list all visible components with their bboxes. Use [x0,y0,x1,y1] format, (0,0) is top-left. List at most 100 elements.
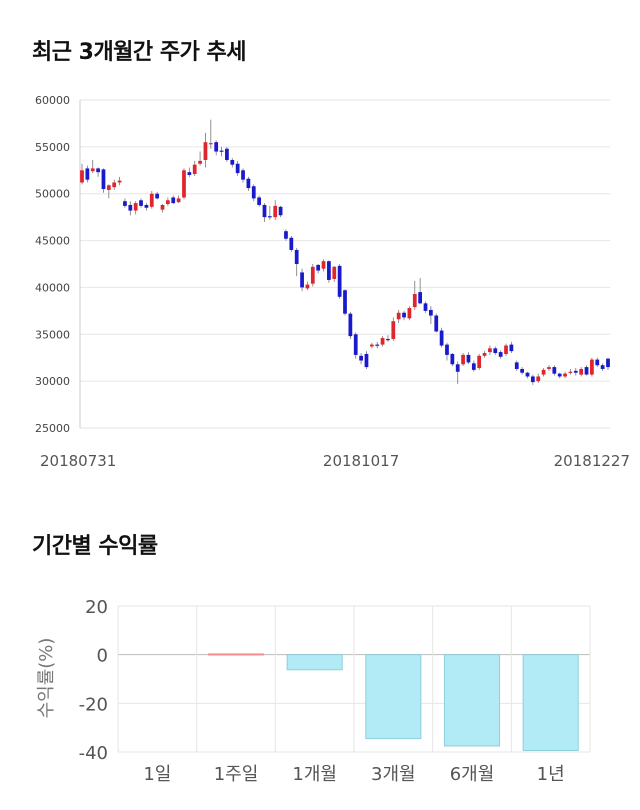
candle-body [525,372,530,377]
candlestick-y-axis: 60000 55000 50000 45000 40000 35000 30000 25000 [35,94,70,435]
candle-body [552,367,557,374]
candle-body [396,312,401,320]
candle-body [504,345,508,354]
candle-body [214,142,219,152]
candle-body [123,201,127,206]
candle-y-tick: 30000 [35,375,70,388]
candle-body [600,365,605,369]
candle-body [482,353,487,356]
candle-body [171,197,176,204]
candle-body [514,362,519,369]
returns-x-tick: 6개월 [450,764,495,785]
candle-body [369,344,374,347]
candle-body [579,368,584,375]
candle-body [160,204,165,210]
candle-body [144,204,149,208]
candle-body [235,163,240,174]
candle-body [128,204,133,211]
candle-body [198,160,202,164]
returns-x-tick: 1주일 [214,764,259,785]
candlestick-grid [79,99,610,429]
candle-y-tick: 60000 [35,94,70,107]
candle-body [380,338,385,345]
candle-body [573,370,578,373]
candle-body [300,272,304,288]
returns-y-tick: 20 [85,597,108,618]
candlestick-x-axis: 20180731 20181017 20181227 [40,452,630,470]
candle-body [536,376,541,382]
candle-body [289,237,294,250]
candle-body [273,205,278,218]
candle-body [590,359,594,375]
candlestick-chart: 60000 55000 50000 45000 40000 35000 30000 25000… [35,94,630,470]
candle-body [418,292,423,304]
candle-body [106,185,111,190]
returns-bar [207,653,265,656]
candle-body [182,170,186,198]
candle-body [455,364,460,372]
returns-bar [522,654,579,752]
candle-body [262,204,267,218]
returns-bar [443,654,501,747]
candle-y-tick: 50000 [35,188,70,201]
returns-y-tick: -40 [79,743,108,764]
candle-body [90,168,95,172]
returns-x-axis: 1일 1주일 1개월 3개월 6개월 1년 [143,764,564,785]
candle-y-tick: 45000 [35,235,70,248]
candle-body [343,290,347,314]
candle-body [563,373,567,377]
candle-body [450,353,455,365]
period-returns-title: 기간별 수익률 [32,534,158,559]
candle-body [165,200,170,205]
candle-body [294,249,299,264]
candle-body [606,358,610,368]
candle-body [488,348,492,353]
candle-body [337,265,342,297]
candle-body [85,168,90,180]
candle-body [230,159,235,165]
candle-body [568,371,573,373]
candle-body [101,169,106,190]
candle-body [595,359,600,366]
candle-body [541,369,546,375]
candle-body [257,197,262,205]
candle-body [477,355,482,369]
candle-body [530,376,535,383]
candle-body [267,216,272,218]
candle-body [584,367,589,375]
candle-body [112,182,117,188]
returns-bar [286,654,343,671]
returns-x-tick: 1개월 [292,764,337,785]
candle-body [246,178,251,189]
candle-body [251,186,256,199]
candle-body [386,338,390,341]
candle-body [471,363,476,370]
candle-body [493,348,498,354]
candlestick-series [80,119,610,385]
candle-body [412,293,417,308]
candle-body [445,344,449,355]
candle-body [359,355,363,361]
candle-body [439,330,444,346]
candle-body [187,172,192,175]
candle-body [155,193,160,199]
candle-body [332,266,337,279]
candle-body [208,143,213,145]
candle-body [133,203,138,211]
candle-body [509,344,514,352]
returns-y-axis: 20 0 -20 -40 [79,597,108,764]
candle-body [241,170,245,180]
candle-x-tick: 20181017 [323,452,399,470]
returns-grid [117,605,591,753]
candle-y-tick: 55000 [35,141,70,154]
candle-body [498,352,503,357]
candle-x-tick: 20180731 [40,452,116,470]
candle-body [219,150,224,152]
candle-body [547,367,551,369]
candle-x-tick: 20181227 [554,452,630,470]
candle-body [353,334,358,355]
candle-body [423,303,428,311]
candle-body [466,354,471,363]
candle-body [278,206,283,216]
candle-body [461,354,465,365]
